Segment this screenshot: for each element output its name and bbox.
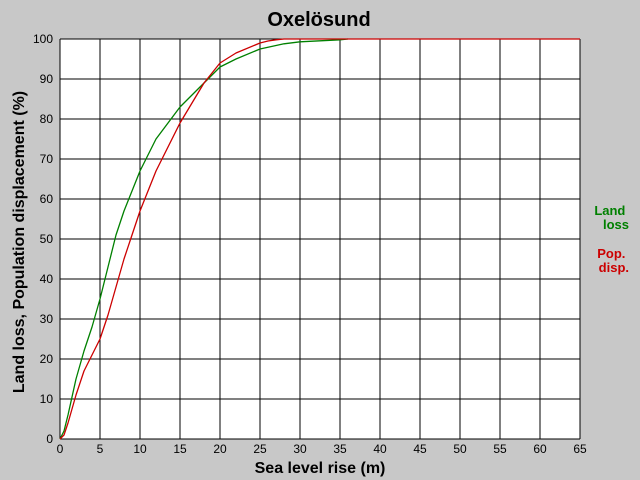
y-tick-label: 100 — [33, 32, 53, 46]
legend-pop-disp-line-2: disp. — [599, 260, 629, 275]
x-tick-label: 55 — [493, 442, 507, 456]
y-tick-label: 0 — [46, 432, 53, 446]
x-tick-label: 50 — [453, 442, 467, 456]
x-tick-label: 20 — [213, 442, 227, 456]
x-tick-label: 35 — [333, 442, 347, 456]
legend-pop-disp: Pop. disp. — [597, 246, 629, 275]
legend-pop-disp-line-1: Pop. — [597, 246, 625, 261]
x-axis-label: Sea level rise (m) — [255, 460, 386, 477]
legend-land-loss-line-1: Land — [594, 203, 625, 218]
tick-labels: 0 5 10 15 20 25 30 35 40 45 50 55 60 65 0 10 20 30 40 50 60 7… — [33, 32, 587, 456]
y-tick-label: 40 — [40, 272, 54, 286]
legend-land-loss-line-2: loss — [603, 217, 629, 232]
y-tick-label: 20 — [40, 352, 54, 366]
x-tick-label: 45 — [413, 442, 427, 456]
y-axis-label: Land loss, Population displacement (%) — [11, 91, 28, 393]
x-tick-label: 65 — [573, 442, 587, 456]
legend: Land loss Pop. disp. — [594, 203, 629, 275]
y-tick-label: 80 — [40, 112, 54, 126]
legend-land-loss: Land loss — [594, 203, 629, 232]
x-tick-label: 15 — [173, 442, 187, 456]
y-tick-label: 90 — [40, 72, 54, 86]
x-tick-label: 10 — [133, 442, 147, 456]
x-tick-label: 5 — [97, 442, 104, 456]
x-tick-label: 60 — [533, 442, 547, 456]
x-tick-label: 25 — [253, 442, 267, 456]
series-line-pop-disp — [59, 38, 580, 440]
chart-title: Oxelösund — [267, 9, 370, 31]
x-tick-label: 0 — [57, 442, 64, 456]
grid — [59, 38, 581, 440]
x-tick-label: 30 — [293, 442, 307, 456]
y-tick-label: 10 — [40, 392, 54, 406]
y-tick-label: 30 — [40, 312, 54, 326]
y-tick-label: 70 — [40, 152, 54, 166]
y-tick-label: 60 — [40, 192, 54, 206]
y-tick-label: 50 — [40, 232, 54, 246]
series-line-land-loss — [59, 38, 349, 440]
series-layer — [59, 38, 580, 440]
x-tick-label: 40 — [373, 442, 387, 456]
